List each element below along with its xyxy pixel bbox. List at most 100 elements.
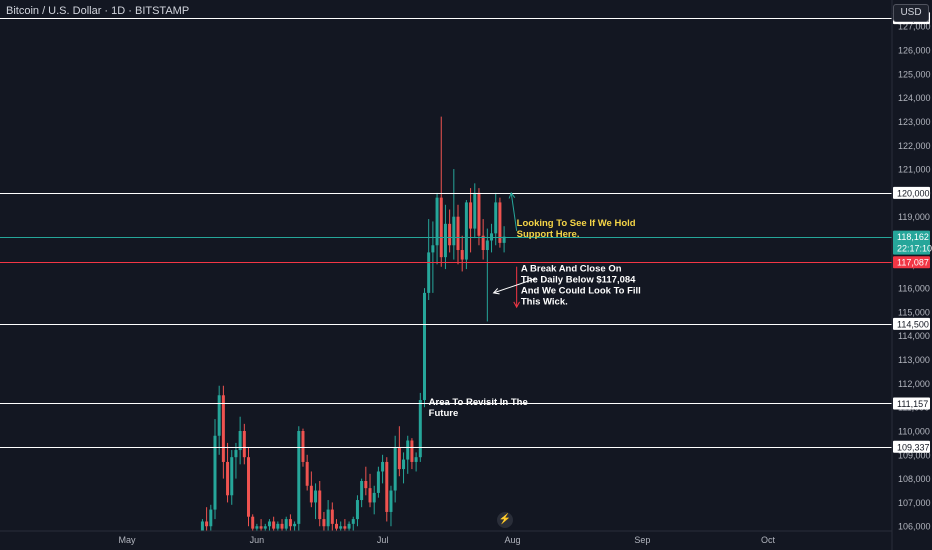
price-label-text: 120,000 — [897, 188, 930, 198]
candle — [284, 516, 288, 531]
annotations-layer: Looking To See If We Hold Support Here. A … — [429, 218, 641, 419]
price-tick-label: 115,000 — [898, 307, 930, 317]
candle — [372, 485, 376, 515]
arrow-shaft — [493, 278, 536, 294]
candle-body — [301, 430, 305, 462]
candle-body — [485, 240, 489, 251]
price-tick-label: 119,000 — [898, 212, 930, 222]
candle-body — [339, 526, 343, 529]
candle-body — [418, 400, 422, 458]
candle-body — [372, 492, 376, 503]
arrow-head — [492, 288, 500, 295]
candle — [452, 169, 456, 260]
candle-body — [297, 430, 301, 524]
candle-body — [234, 450, 238, 458]
candle-body — [439, 197, 443, 258]
candle — [259, 519, 263, 531]
candle-body — [381, 461, 385, 472]
candle — [276, 521, 280, 531]
candle — [247, 447, 251, 527]
candle-body — [351, 519, 355, 524]
candle — [427, 219, 431, 301]
price-tick-label: 108,000 — [898, 474, 931, 484]
candle — [481, 219, 485, 260]
candle — [226, 442, 230, 503]
candle — [230, 450, 234, 505]
time-axis[interactable]: May Jun Jul Aug Sep Oct — [118, 535, 775, 545]
candle — [397, 426, 401, 477]
candle-body — [209, 509, 213, 527]
candle-body — [443, 223, 447, 258]
candle — [456, 204, 460, 265]
candle-body — [498, 202, 502, 243]
price-line-label: 109,337 — [893, 440, 930, 453]
candle-body — [251, 516, 255, 529]
candle — [464, 200, 468, 270]
candle — [213, 419, 217, 520]
candle-body — [213, 435, 217, 510]
candle-body — [406, 440, 410, 460]
price-tick-label: 106,000 — [898, 522, 931, 532]
price-tick-label: 112,000 — [898, 379, 930, 389]
candle-body — [431, 245, 435, 253]
lightning-icon[interactable]: ⚡ — [497, 512, 513, 528]
candle-body — [422, 292, 426, 401]
candle — [335, 519, 338, 531]
currency-button[interactable]: USD — [893, 4, 929, 22]
candle-body — [309, 485, 313, 503]
candle — [406, 435, 410, 474]
candle — [242, 423, 246, 465]
candle-body — [473, 192, 477, 229]
candle-body — [469, 202, 473, 229]
candle — [385, 457, 389, 522]
candle-body — [385, 461, 389, 512]
price-tick-label: 122,000 — [898, 141, 931, 151]
candle — [272, 516, 276, 531]
price-label-box — [893, 256, 930, 269]
candle-body — [393, 447, 397, 491]
arrows-layer — [492, 191, 536, 309]
candle — [473, 183, 477, 239]
price-tick-label: 110,000 — [898, 426, 930, 436]
candle — [351, 516, 355, 531]
candle — [431, 221, 435, 293]
candle — [402, 452, 406, 484]
candle — [318, 480, 322, 527]
candle — [314, 483, 318, 520]
candle — [381, 454, 385, 484]
candle-body — [326, 509, 330, 527]
annotation-line: And We Could Look To Fill — [521, 285, 641, 296]
candle — [343, 519, 347, 531]
annotation-text: Looking To See If We Hold Support Here. — [517, 218, 636, 240]
candle-body — [217, 395, 221, 436]
arrow-head — [508, 191, 516, 199]
candle-body — [263, 526, 267, 529]
arrow — [492, 278, 536, 295]
candle — [293, 521, 297, 531]
annotation-line: This Wick. — [521, 296, 568, 307]
annotation-line: A Break And Close On — [521, 263, 622, 274]
candle-body — [205, 521, 209, 527]
candle-body — [200, 521, 204, 531]
price-label-box — [893, 397, 930, 410]
candle-body — [322, 519, 326, 527]
candle-body — [305, 461, 309, 486]
candle-body — [221, 395, 225, 462]
candle — [460, 235, 464, 272]
countdown-label: 22:17:10 — [897, 244, 932, 254]
candle — [217, 385, 221, 455]
candle-body — [347, 523, 351, 529]
price-label-text: 117,087 — [897, 258, 929, 268]
candle — [322, 511, 326, 531]
candle — [422, 288, 426, 408]
candle-body — [456, 216, 460, 251]
price-tick-label: 123,000 — [898, 117, 931, 127]
price-tick-label: 121,000 — [898, 165, 931, 175]
candle — [418, 392, 422, 462]
candle — [360, 478, 364, 508]
candle-body — [335, 523, 338, 529]
candle — [263, 523, 267, 531]
candle-body — [389, 490, 393, 512]
